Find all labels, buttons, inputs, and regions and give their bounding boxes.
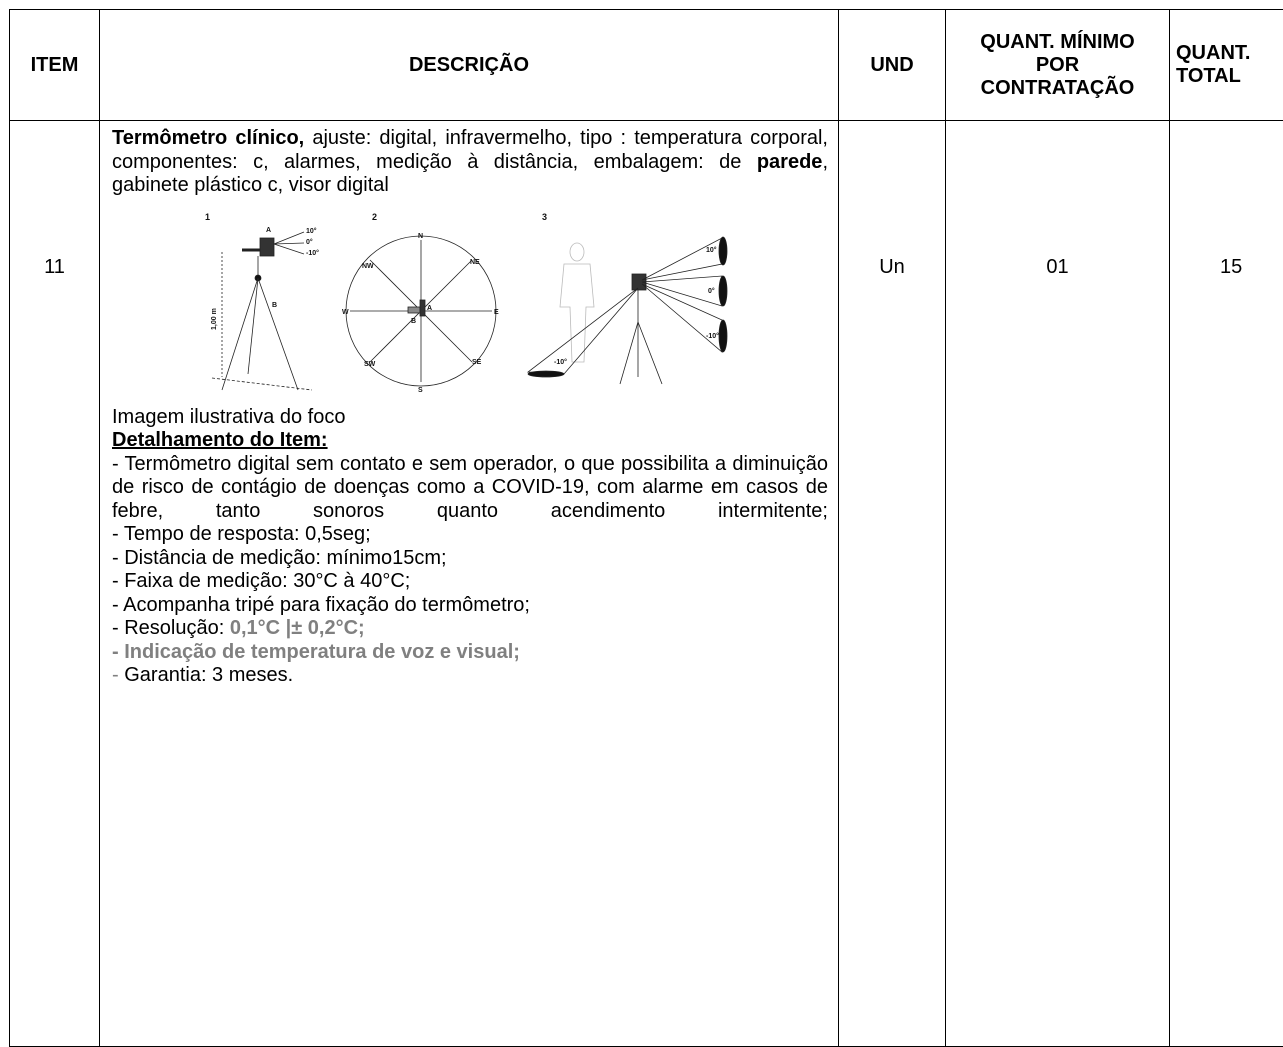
text: - Resolução:	[112, 617, 230, 639]
detail-line: - Termômetro digital sem contato e sem o…	[112, 453, 828, 524]
detail-line: - Indicação de temperatura de voz e visu…	[112, 641, 828, 665]
compass-label: N	[418, 233, 423, 240]
figure-label: -10°	[306, 249, 319, 257]
illustration: 1 2 3 A 10° 0° -10° B	[192, 212, 732, 402]
min-quantity: 01	[946, 121, 1170, 1047]
figure-label: 10°	[706, 246, 717, 254]
product-name: Termômetro clínico,	[112, 127, 304, 149]
figure-label: -10°	[554, 358, 567, 366]
compass-label: NW	[362, 263, 374, 270]
figure-label: 10°	[306, 227, 317, 235]
unit: Un	[839, 121, 946, 1047]
figure-label: 0°	[306, 238, 313, 246]
compass-label: B	[411, 318, 416, 325]
detail-line: - Resolução: 0,1°C |± 0,2°C;	[112, 617, 828, 641]
panel-label: 3	[542, 212, 547, 222]
figure-label: 0°	[708, 287, 715, 295]
compass-label: SW	[364, 361, 376, 368]
figure-label: -10°	[706, 332, 719, 340]
figure-label: B	[272, 302, 277, 309]
caption: Imagem ilustrativa do foco	[112, 406, 828, 430]
figure-label: 1,00 m	[211, 308, 218, 330]
compass-label: SE	[472, 359, 482, 366]
detail-line: - Garantia: 3 meses.	[112, 664, 828, 688]
panel-label: 2	[372, 212, 377, 222]
detail-line: - Faixa de medição: 30°C à 40°C;	[112, 570, 828, 594]
page: ITEM DESCRIÇÃO UND QUANT. MÍNIMO POR CON…	[0, 0, 1283, 894]
detail-line: - Tempo de resposta: 0,5seg;	[112, 523, 828, 547]
text: parede	[757, 151, 823, 173]
compass-label: S	[418, 387, 423, 394]
item-table: ITEM DESCRIÇÃO UND QUANT. MÍNIMO POR CON…	[9, 9, 1283, 1047]
body-row: 11 Termômetro clínico, ajuste: digital, …	[10, 121, 1283, 1047]
compass-label: E	[494, 309, 499, 316]
text: -	[112, 664, 119, 686]
panel-label: 1	[205, 212, 210, 222]
header-cell: QUANT. TOTAL	[1170, 10, 1283, 121]
header-row: ITEM DESCRIÇÃO UND QUANT. MÍNIMO POR CON…	[10, 10, 1283, 121]
text: 0,1°C |± 0,2°C;	[230, 617, 365, 639]
compass-label: W	[342, 309, 349, 316]
figure-label: A	[266, 227, 271, 234]
compass-label: NE	[470, 259, 480, 266]
device	[260, 238, 274, 256]
detail-heading: Detalhamento do Item:	[112, 429, 828, 453]
total-quantity: 15	[1170, 121, 1283, 1047]
description-cell: Termômetro clínico, ajuste: digital, inf…	[100, 121, 839, 1047]
detail-line: - Distância de medição: mínimo15cm;	[112, 547, 828, 571]
item-number: 11	[10, 121, 100, 1047]
intro: Termômetro clínico, ajuste: digital, inf…	[112, 127, 828, 198]
header-cell: QUANT. MÍNIMO POR CONTRATAÇÃO	[946, 10, 1170, 121]
header-cell: UND	[839, 10, 946, 121]
text: Garantia: 3 meses.	[119, 664, 294, 686]
header-cell: ITEM	[10, 10, 100, 121]
detail-line: - Acompanha tripé para fixação do termôm…	[112, 594, 828, 618]
compass-label: A	[427, 305, 432, 312]
header-cell: DESCRIÇÃO	[100, 10, 839, 121]
